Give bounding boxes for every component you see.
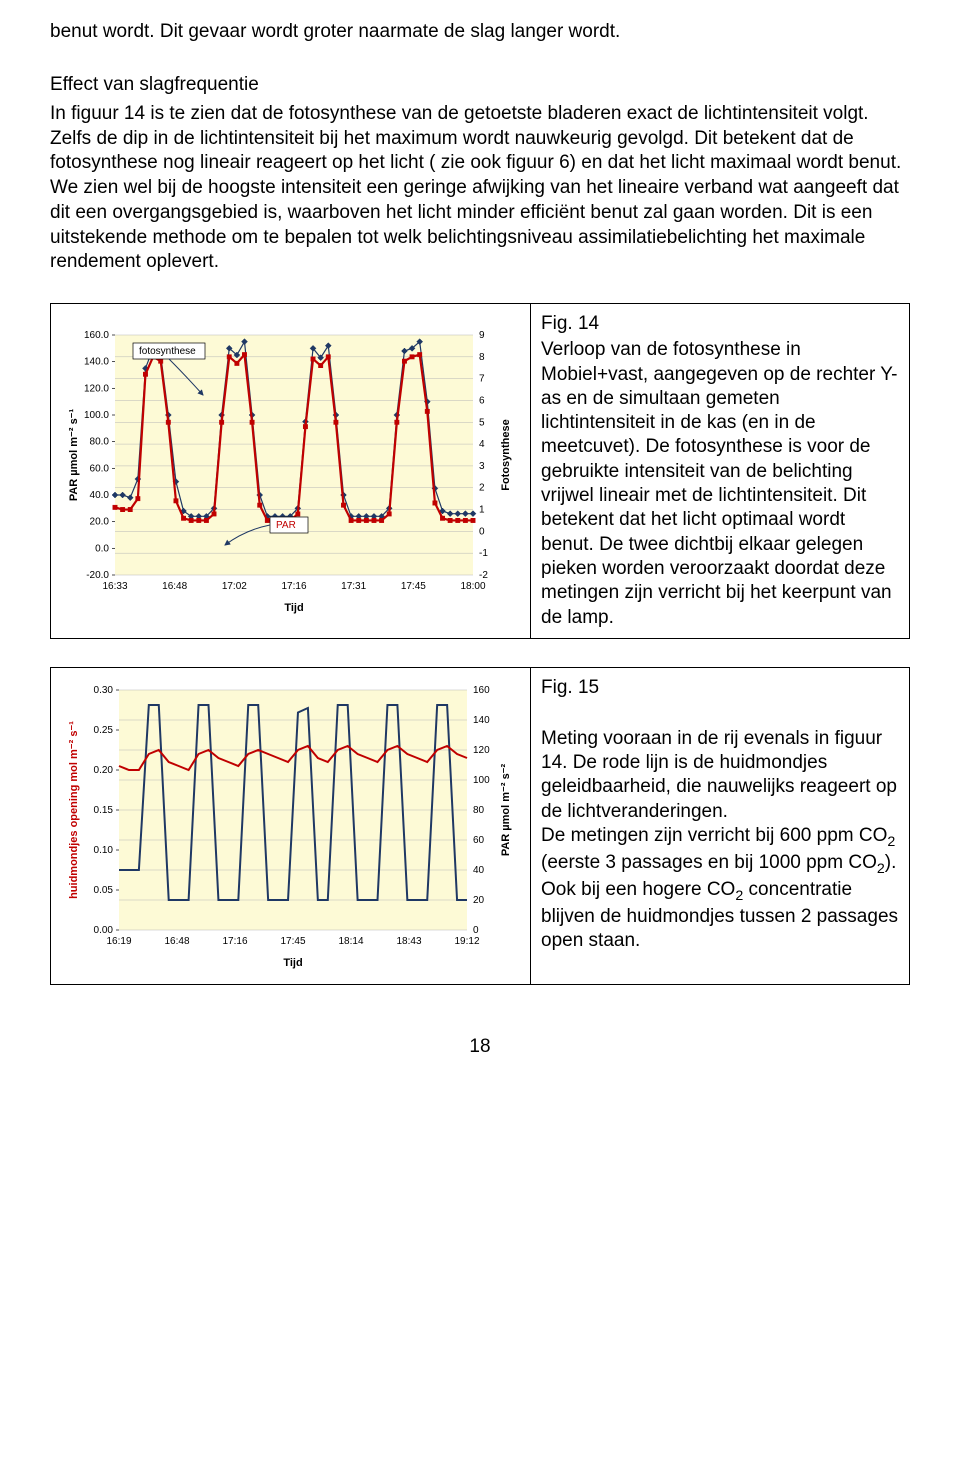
svg-text:PAR: PAR: [276, 520, 296, 531]
svg-text:-20.0: -20.0: [86, 570, 109, 581]
svg-text:140.0: 140.0: [83, 357, 108, 368]
svg-text:80: 80: [473, 805, 485, 816]
figure-14-caption: Fig. 14 Verloop van de fotosynthese in M…: [531, 304, 909, 638]
svg-text:-2: -2: [479, 570, 488, 581]
svg-text:4: 4: [479, 439, 485, 450]
figure-14-label: Fig. 14: [541, 312, 899, 336]
svg-text:17:16: 17:16: [281, 581, 306, 592]
svg-text:huidmondjes opening mol m⁻² s⁻: huidmondjes opening mol m⁻² s⁻¹: [68, 721, 80, 899]
svg-text:16:48: 16:48: [162, 581, 187, 592]
figure-14-chart: -2 -1 0 1 2 3 4 5 6 7 8 9 -20.0 0.0 20.0 40.0 60.0 80.0 10…: [61, 321, 521, 621]
svg-text:60: 60: [473, 835, 485, 846]
svg-text:-1: -1: [479, 548, 488, 559]
svg-text:3: 3: [479, 461, 485, 472]
svg-text:PAR µmol m⁻² s⁻²: PAR µmol m⁻² s⁻²: [500, 763, 512, 856]
svg-text:fotosynthese: fotosynthese: [139, 346, 196, 357]
svg-text:17:31: 17:31: [341, 581, 366, 592]
svg-text:17:45: 17:45: [400, 581, 425, 592]
svg-text:Tijd: Tijd: [284, 602, 303, 614]
svg-text:60.0: 60.0: [89, 463, 109, 474]
svg-text:0.05: 0.05: [93, 885, 113, 896]
figure-14-chart-cell: -2 -1 0 1 2 3 4 5 6 7 8 9 -20.0 0.0 20.0 40.0 60.0 80.0 10…: [51, 304, 531, 638]
svg-text:0.10: 0.10: [93, 845, 113, 856]
figure-14-row: -2 -1 0 1 2 3 4 5 6 7 8 9 -20.0 0.0 20.0 40.0 60.0 80.0 10…: [50, 303, 910, 639]
svg-text:17:02: 17:02: [221, 581, 246, 592]
svg-text:100.0: 100.0: [83, 410, 108, 421]
svg-text:8: 8: [479, 352, 485, 363]
svg-text:6: 6: [479, 395, 485, 406]
svg-text:5: 5: [479, 417, 485, 428]
svg-text:17:45: 17:45: [280, 936, 305, 947]
body-p1: benut wordt. Dit gevaar wordt groter naa…: [50, 20, 910, 45]
svg-text:120: 120: [473, 745, 490, 756]
svg-text:18:43: 18:43: [396, 936, 421, 947]
svg-text:160: 160: [473, 685, 490, 696]
svg-text:0: 0: [479, 526, 485, 537]
svg-text:0.00: 0.00: [93, 925, 113, 936]
figure-15-row: 0 20 40 60 80 100 120 140 160 0.00 0.05 0.10 0.15 0.2…: [50, 667, 910, 985]
svg-text:16:19: 16:19: [106, 936, 131, 947]
body-paragraphs: benut wordt. Dit gevaar wordt groter naa…: [50, 20, 910, 275]
svg-text:17:16: 17:16: [222, 936, 247, 947]
svg-text:9: 9: [479, 330, 485, 341]
svg-text:16:48: 16:48: [164, 936, 189, 947]
svg-text:40.0: 40.0: [89, 490, 109, 501]
svg-text:2: 2: [479, 483, 485, 494]
svg-text:0.0: 0.0: [95, 543, 109, 554]
svg-text:0.30: 0.30: [93, 685, 113, 696]
figure-15-caption: Fig. 15 Meting vooraan in de rij evenals…: [531, 668, 909, 984]
svg-text:1: 1: [479, 504, 485, 515]
figure-15-chart-cell: 0 20 40 60 80 100 120 140 160 0.00 0.05 0.10 0.15 0.2…: [51, 668, 531, 984]
figure-15-caption-p1: Meting vooraan in de rij evenals in figu…: [541, 727, 899, 824]
svg-text:0.15: 0.15: [93, 805, 113, 816]
svg-text:7: 7: [479, 374, 485, 385]
svg-text:20.0: 20.0: [89, 517, 109, 528]
svg-text:Tijd: Tijd: [283, 957, 302, 969]
svg-text:0: 0: [473, 925, 479, 936]
figure-15-caption-p2: De metingen zijn verricht bij 600 ppm CO…: [541, 824, 899, 954]
svg-text:PAR µmol m⁻² s⁻¹: PAR µmol m⁻² s⁻¹: [68, 408, 80, 501]
body-p2: In figuur 14 is te zien dat de fotosynth…: [50, 102, 910, 275]
page-number: 18: [50, 1035, 910, 1060]
svg-text:80.0: 80.0: [89, 437, 109, 448]
figure-15-chart: 0 20 40 60 80 100 120 140 160 0.00 0.05 0.10 0.15 0.2…: [61, 676, 521, 976]
svg-text:20: 20: [473, 895, 485, 906]
svg-text:160.0: 160.0: [83, 330, 108, 341]
svg-text:0.20: 0.20: [93, 765, 113, 776]
svg-text:0.25: 0.25: [93, 725, 113, 736]
svg-text:19:12: 19:12: [454, 936, 479, 947]
svg-text:140: 140: [473, 715, 490, 726]
figure-14-caption-text: Verloop van de fotosynthese in Mobiel+va…: [541, 338, 899, 630]
body-heading: Effect van slagfrequentie: [50, 73, 910, 98]
figure-15-label: Fig. 15: [541, 676, 899, 700]
svg-text:16:33: 16:33: [102, 581, 127, 592]
svg-text:18:00: 18:00: [460, 581, 485, 592]
svg-text:120.0: 120.0: [83, 383, 108, 394]
svg-text:40: 40: [473, 865, 485, 876]
svg-text:100: 100: [473, 775, 490, 786]
svg-text:18:14: 18:14: [338, 936, 363, 947]
svg-text:Fotosynthese: Fotosynthese: [500, 419, 512, 491]
